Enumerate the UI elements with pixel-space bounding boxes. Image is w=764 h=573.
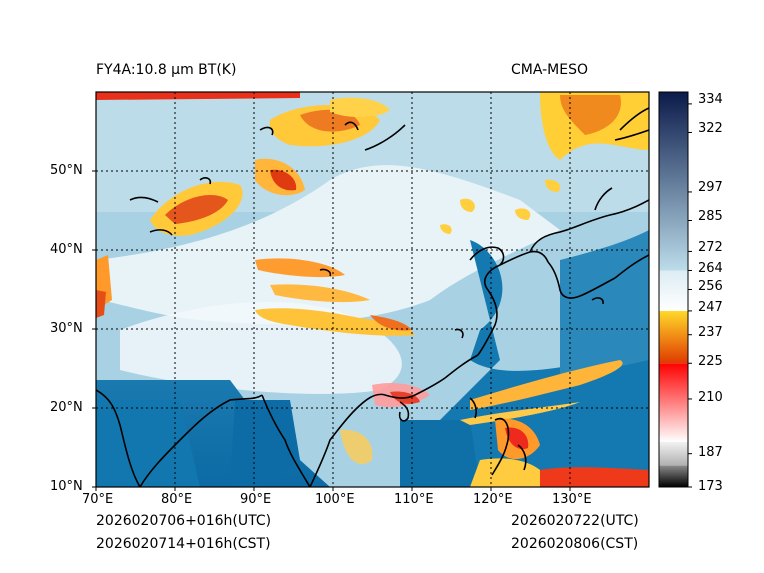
cloud-band-white [96,165,560,324]
valid-time-utc: 2026020722(UTC) [511,513,639,529]
lat-label-10: 10°N [50,479,83,494]
arabian-sea [96,400,200,487]
colorbar-label-237: 237 [698,325,723,340]
colorbar-label-297: 297 [698,180,723,195]
init-time-cst: 2026020714+016h(CST) [96,536,271,552]
cloud-tibet-band [255,308,415,336]
colorbar-segment [659,310,688,364]
cloud-west-band2 [270,284,370,303]
cloud-scatter3 [545,179,561,192]
colorbar-segment [659,465,688,487]
cloud-subtropical-band [470,360,623,410]
cloud-subtropical-band2 [460,402,580,425]
colorbar-segment [659,270,688,311]
lon-label-80: 80°E [161,492,193,507]
figure-title: FY4A:10.8 µm BT(K) [96,62,237,78]
cloud-south-yellow [470,458,540,487]
cloud-scatter2 [515,208,531,220]
lon-label-70: 70°E [82,492,114,507]
cloud-west-band1 [255,258,345,278]
colorbar-label-322: 322 [698,121,723,136]
colorbar-label-272: 272 [698,240,723,255]
colorbar-label-247: 247 [698,300,723,315]
cloud-bengal-yellow [340,429,373,465]
colorbar-label-210: 210 [698,390,723,405]
lon-label-120: 120°E [473,492,513,507]
lon-label-130: 130°E [552,492,592,507]
bay-of-bengal [230,400,300,487]
colorbar-segment [659,363,688,442]
lat-label-30: 30°N [50,321,83,336]
map-frame [95,91,650,488]
lon-label-100: 100°E [315,492,355,507]
axis-ticks [92,170,571,491]
pacific-ocean-east [560,230,649,380]
cloud-siberia [330,97,390,118]
lon-label-110: 110°E [394,492,434,507]
init-time-utc: 2026020706+016h(UTC) [96,513,272,529]
colorbar-segment [659,441,688,466]
lat-label-40: 40°N [50,242,83,257]
lat-label-20: 20°N [50,400,83,415]
coastlines [96,107,649,487]
colorbar-label-285: 285 [698,209,723,224]
cloud-top-edge-red [96,92,300,100]
colorbar-label-173: 173 [698,479,723,494]
cloud-philippines-red [505,427,529,450]
cloud-scatter4 [440,224,452,234]
colorbar-label-334: 334 [698,92,723,107]
colorbar-label-256: 256 [698,279,723,294]
cloud-south-red [540,467,649,487]
colorbar-label-264: 264 [698,261,723,276]
cloud-central-asia-orange [165,195,228,224]
lon-label-90: 90°E [240,492,272,507]
gridlines [96,92,649,487]
cloud-ne-orange [560,95,621,135]
lat-label-50: 50°N [50,163,83,178]
pacific-ocean [420,240,649,487]
scs [400,420,480,487]
cloud-tibet-orange [370,315,412,331]
cloud-scatter1 [460,198,475,212]
cloud-mongolia-red [270,169,297,191]
valid-time-cst: 2026020806(CST) [511,536,639,552]
colorbar [658,91,692,488]
cloud-west-edge-red [96,290,106,318]
model-title: CMA-MESO [511,62,589,78]
colorbar-label-225: 225 [698,354,723,369]
colorbar-segment [659,92,688,271]
colorbar-label-187: 187 [698,445,723,460]
